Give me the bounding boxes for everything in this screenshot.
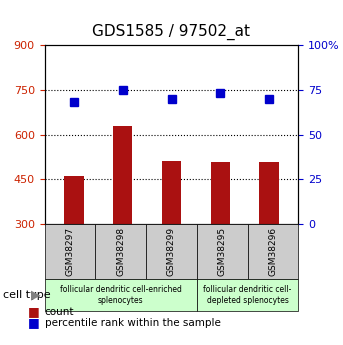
Text: follicular dendritic cell-
depleted splenocytes: follicular dendritic cell- depleted sple… [203, 285, 292, 305]
Text: GSM38297: GSM38297 [66, 227, 74, 276]
Text: follicular dendritic cell-enriched
splenocytes: follicular dendritic cell-enriched splen… [60, 285, 182, 305]
Bar [64, 176, 84, 224]
Text: ▶: ▶ [31, 288, 41, 302]
Text: ■: ■ [27, 316, 39, 329]
Text: GSM38295: GSM38295 [218, 227, 227, 276]
Text: GDS1585 / 97502_at: GDS1585 / 97502_at [93, 24, 250, 40]
Text: GSM38298: GSM38298 [116, 227, 125, 276]
Bar [211, 162, 230, 224]
Text: GSM38296: GSM38296 [269, 227, 277, 276]
Text: percentile rank within the sample: percentile rank within the sample [45, 318, 221, 327]
Bar [113, 126, 132, 224]
Text: GSM38299: GSM38299 [167, 227, 176, 276]
Bar [259, 162, 279, 224]
Bar [162, 161, 181, 224]
Text: ■: ■ [27, 305, 39, 318]
Text: cell type: cell type [3, 290, 51, 300]
Text: count: count [45, 307, 74, 316]
